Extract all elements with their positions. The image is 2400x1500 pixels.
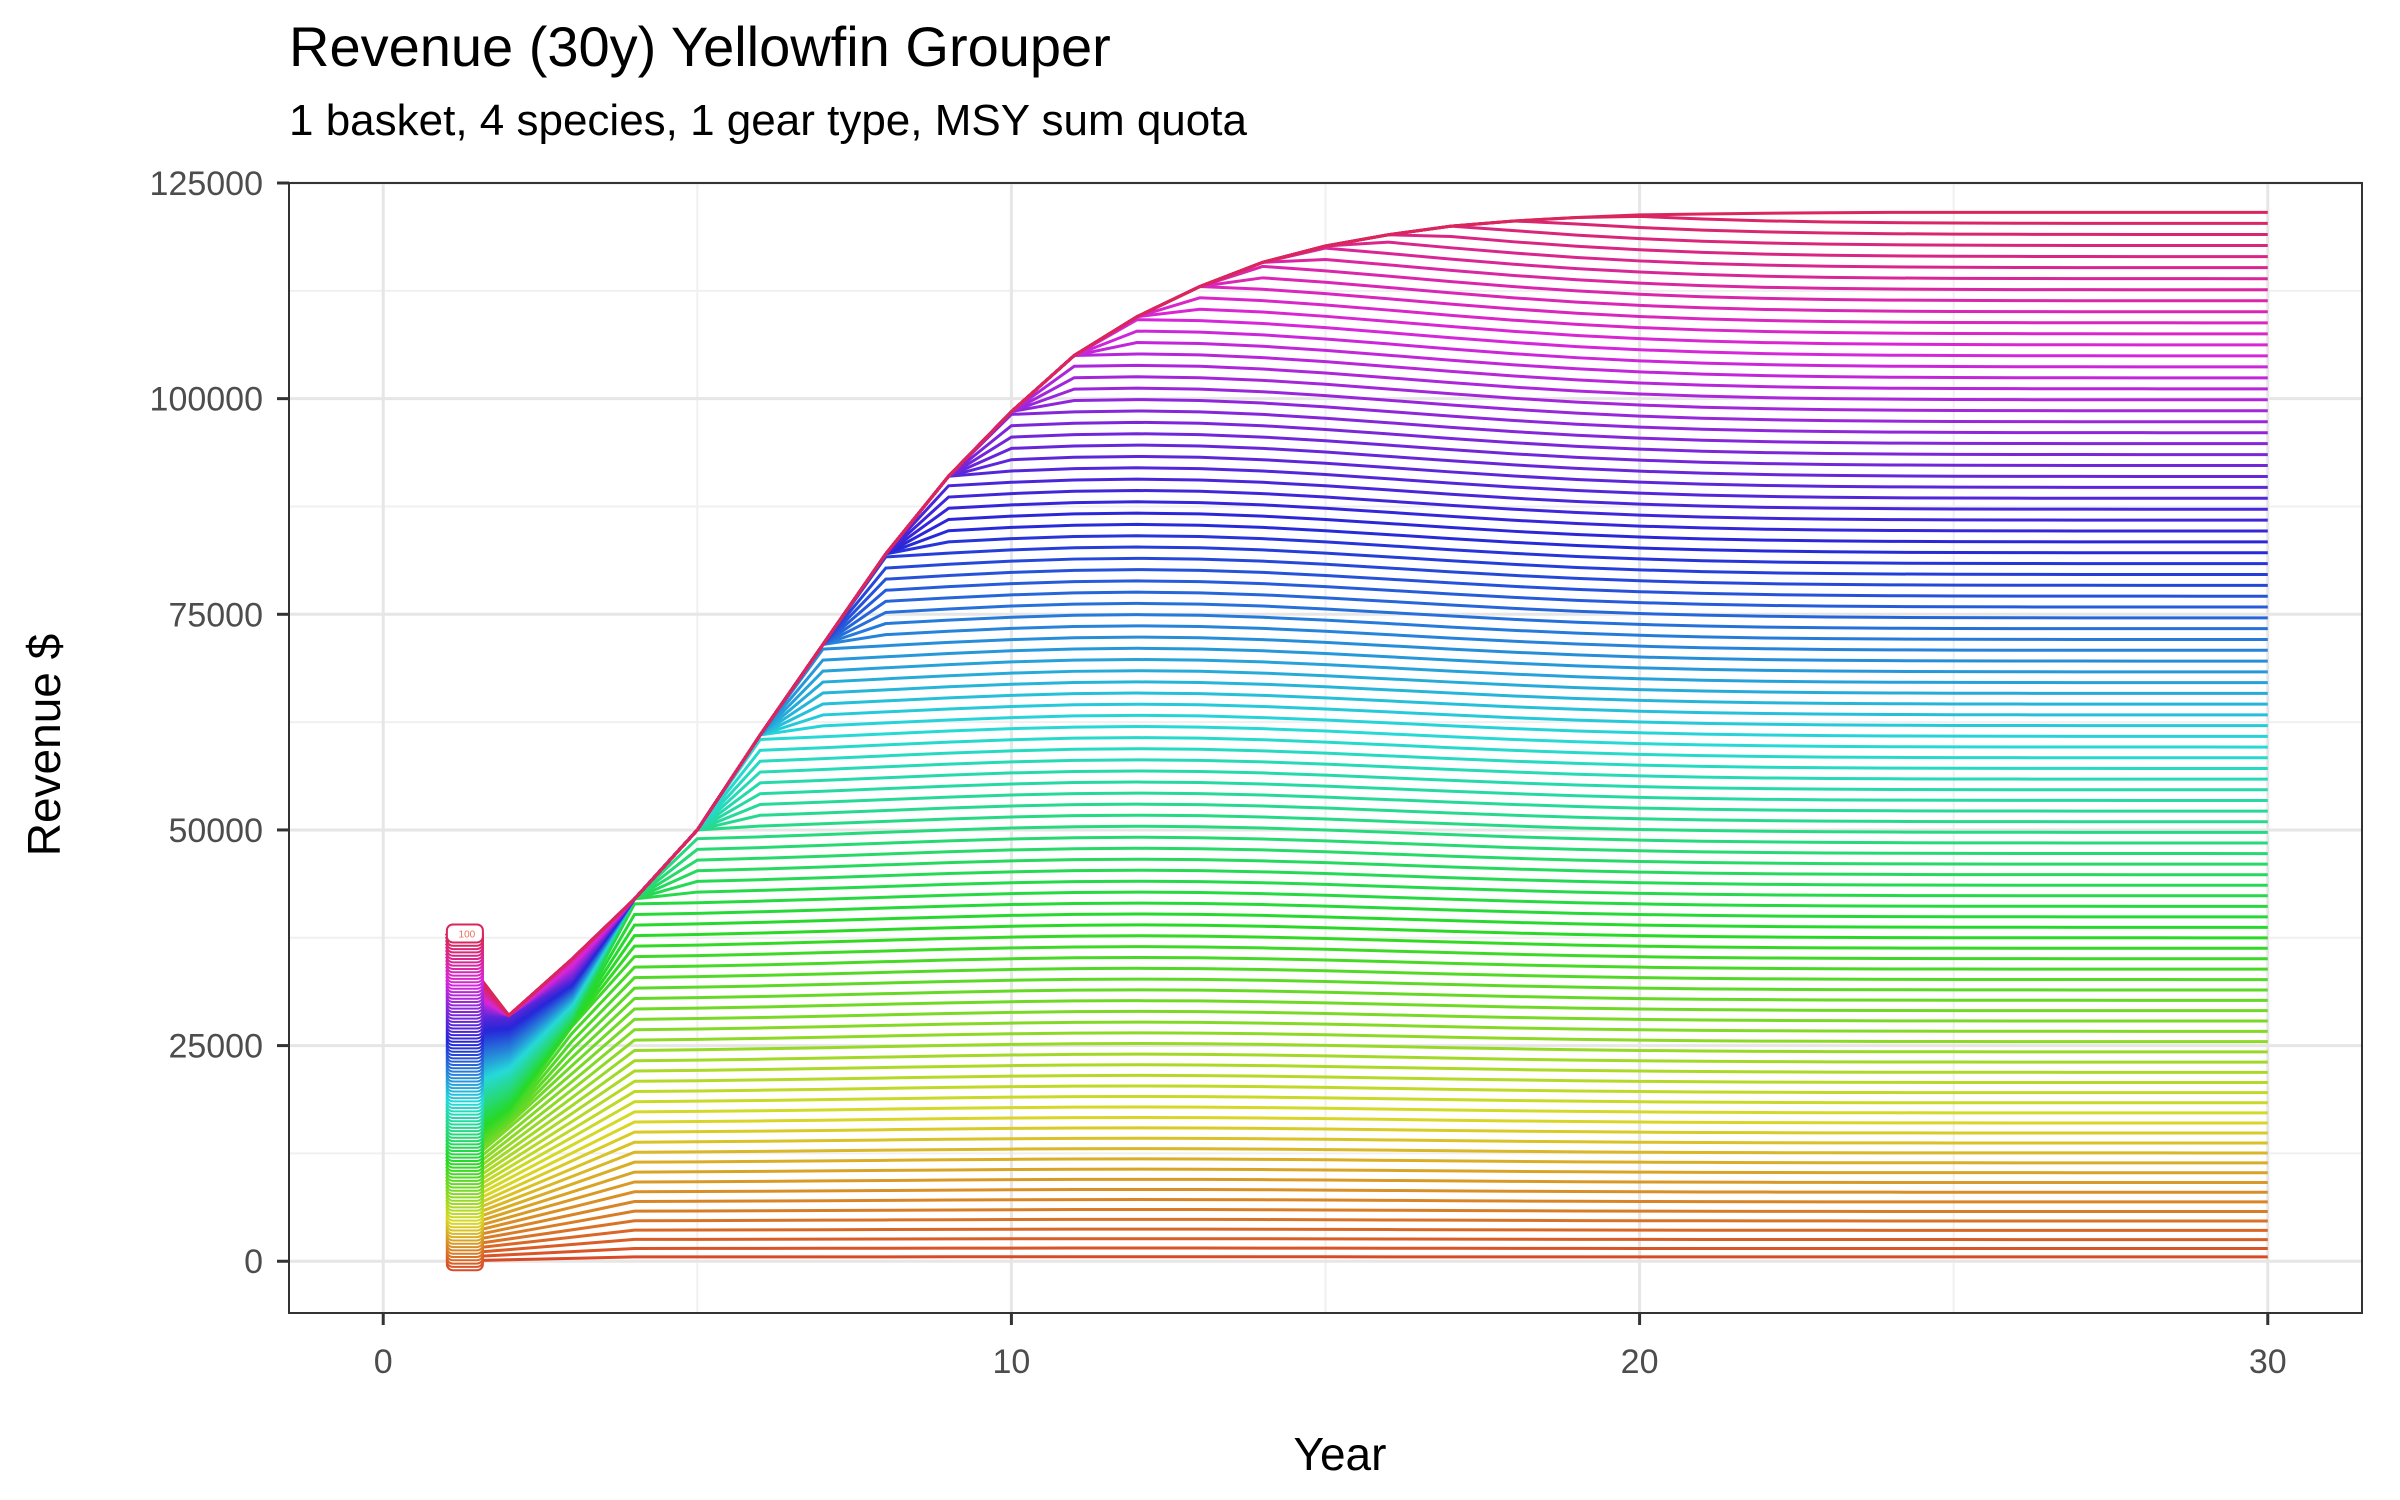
series-line — [445, 1246, 2268, 1260]
series-line — [444, 210, 2268, 1018]
series-line — [445, 1217, 2268, 1250]
series-line — [445, 1063, 2268, 1200]
series-line — [445, 824, 2268, 1127]
chart-subtitle: 1 basket, 4 species, 1 gear type, MSY su… — [289, 96, 1247, 145]
series-line — [445, 1042, 2268, 1193]
series-line — [445, 1177, 2268, 1237]
series-line — [445, 835, 2268, 1131]
start-label-text: 100 — [459, 929, 476, 940]
series-line — [445, 1207, 2268, 1247]
series-line — [445, 769, 2268, 1111]
series-line — [445, 375, 2268, 1018]
series-line — [445, 736, 2268, 1101]
y-tick-label: 0 — [244, 1243, 263, 1281]
chart-title: Revenue (30y) Yellowfin Grouper — [289, 15, 1111, 78]
series-line — [445, 747, 2268, 1104]
start-label-box — [445, 923, 484, 944]
series-line — [445, 890, 2268, 1147]
series-line — [445, 1115, 2268, 1217]
series-line — [445, 1187, 2268, 1240]
axes: 0 10 20 30 0 25000 50000 75000 100000 125000 — [150, 165, 2287, 1381]
series-lines — [444, 210, 2268, 1263]
x-axis-label: Year — [1294, 1428, 1387, 1480]
series-line — [445, 1009, 2268, 1183]
series-line — [445, 1136, 2268, 1223]
y-tick-label: 25000 — [168, 1028, 263, 1066]
series-line — [445, 977, 2268, 1174]
series-line — [445, 1237, 2268, 1257]
series-line — [445, 1073, 2268, 1203]
series-line — [445, 1052, 2268, 1197]
y-tick-label: 50000 — [168, 812, 263, 850]
x-tick-label: 30 — [2249, 1343, 2287, 1381]
series-line — [445, 1105, 2268, 1213]
series-line — [445, 1094, 2268, 1210]
series-line — [445, 1031, 2268, 1190]
x-tick-label: 20 — [1621, 1343, 1659, 1381]
panel-border — [288, 182, 2363, 1314]
series-line — [445, 386, 2268, 1018]
series-line — [445, 912, 2268, 1154]
series-line — [445, 725, 2268, 1098]
start-markers: 100 — [445, 923, 484, 1272]
series-line — [445, 813, 2268, 1124]
series-line — [445, 966, 2268, 1170]
series-line — [446, 1255, 2268, 1263]
series-line — [445, 1084, 2268, 1207]
series-line — [445, 1147, 2268, 1227]
y-tick-label: 100000 — [150, 381, 263, 419]
series-line — [445, 1157, 2268, 1230]
series-line — [445, 1020, 2268, 1187]
series-line — [445, 868, 2268, 1140]
y-tick-label: 125000 — [150, 165, 263, 203]
series-line — [445, 791, 2268, 1117]
series-line — [445, 879, 2268, 1144]
series-line — [445, 758, 2268, 1107]
series-line — [445, 477, 2268, 1025]
series-line — [445, 1126, 2268, 1220]
series-line — [445, 691, 2268, 1088]
series-line — [445, 923, 2268, 1157]
series-line — [445, 1227, 2268, 1253]
series-line — [445, 988, 2268, 1177]
series-line — [445, 846, 2268, 1134]
y-tick-label: 75000 — [168, 596, 263, 634]
x-tick-label: 10 — [992, 1343, 1030, 1381]
series-line — [445, 999, 2268, 1180]
y-axis-label: Revenue $ — [18, 634, 70, 857]
series-line — [445, 934, 2268, 1160]
series-line — [445, 1198, 2268, 1243]
series-line — [445, 780, 2268, 1114]
series-line — [445, 901, 2268, 1150]
series-line — [445, 945, 2268, 1164]
series-line — [445, 857, 2268, 1137]
series-line — [445, 802, 2268, 1121]
series-line — [445, 955, 2268, 1167]
x-tick-label: 0 — [374, 1343, 393, 1381]
series-line — [445, 1167, 2268, 1233]
